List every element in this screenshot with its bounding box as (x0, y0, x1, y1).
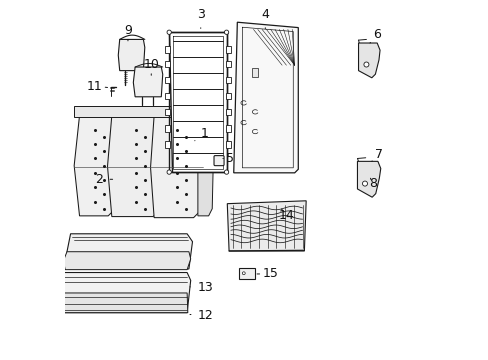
Polygon shape (74, 116, 117, 216)
Bar (164, 77, 169, 83)
Bar (164, 46, 169, 53)
Polygon shape (118, 40, 144, 71)
Bar (225, 141, 230, 148)
Bar (225, 109, 230, 116)
Bar (225, 77, 230, 83)
Text: 13: 13 (190, 281, 212, 294)
Bar (225, 93, 230, 99)
Bar (251, 68, 258, 77)
Bar (164, 109, 169, 116)
Bar (164, 141, 169, 148)
Text: 3: 3 (196, 8, 204, 28)
Circle shape (362, 181, 367, 186)
Polygon shape (60, 293, 187, 313)
Polygon shape (74, 107, 202, 117)
Polygon shape (233, 22, 298, 173)
Text: 14: 14 (278, 209, 294, 222)
Circle shape (224, 170, 228, 174)
Circle shape (167, 30, 171, 35)
Polygon shape (169, 32, 226, 172)
Polygon shape (358, 43, 379, 78)
Polygon shape (67, 234, 192, 269)
Text: 4: 4 (261, 8, 269, 29)
Polygon shape (133, 67, 163, 97)
Polygon shape (107, 116, 162, 217)
Text: 9: 9 (124, 24, 132, 41)
Bar (225, 46, 230, 53)
Circle shape (224, 30, 228, 35)
Text: 2: 2 (95, 173, 112, 186)
Bar (164, 60, 169, 67)
FancyBboxPatch shape (239, 268, 254, 279)
Text: 12: 12 (190, 309, 213, 322)
Text: 15: 15 (257, 267, 278, 280)
Text: 11: 11 (86, 80, 107, 93)
Polygon shape (63, 252, 190, 270)
Text: 5: 5 (223, 152, 234, 165)
Bar (164, 93, 169, 99)
Polygon shape (150, 116, 202, 218)
Polygon shape (227, 201, 305, 251)
Polygon shape (357, 161, 380, 197)
Bar (225, 125, 230, 132)
Bar (225, 60, 230, 67)
Text: 8: 8 (368, 177, 376, 190)
Circle shape (363, 62, 368, 67)
Polygon shape (60, 273, 190, 313)
Text: 1: 1 (194, 127, 208, 141)
Circle shape (242, 272, 244, 275)
Text: 6: 6 (369, 28, 380, 43)
Polygon shape (198, 119, 214, 216)
FancyBboxPatch shape (214, 156, 224, 166)
Text: 10: 10 (143, 58, 159, 75)
Text: 7: 7 (371, 148, 382, 161)
Circle shape (167, 170, 171, 174)
Bar (164, 125, 169, 132)
